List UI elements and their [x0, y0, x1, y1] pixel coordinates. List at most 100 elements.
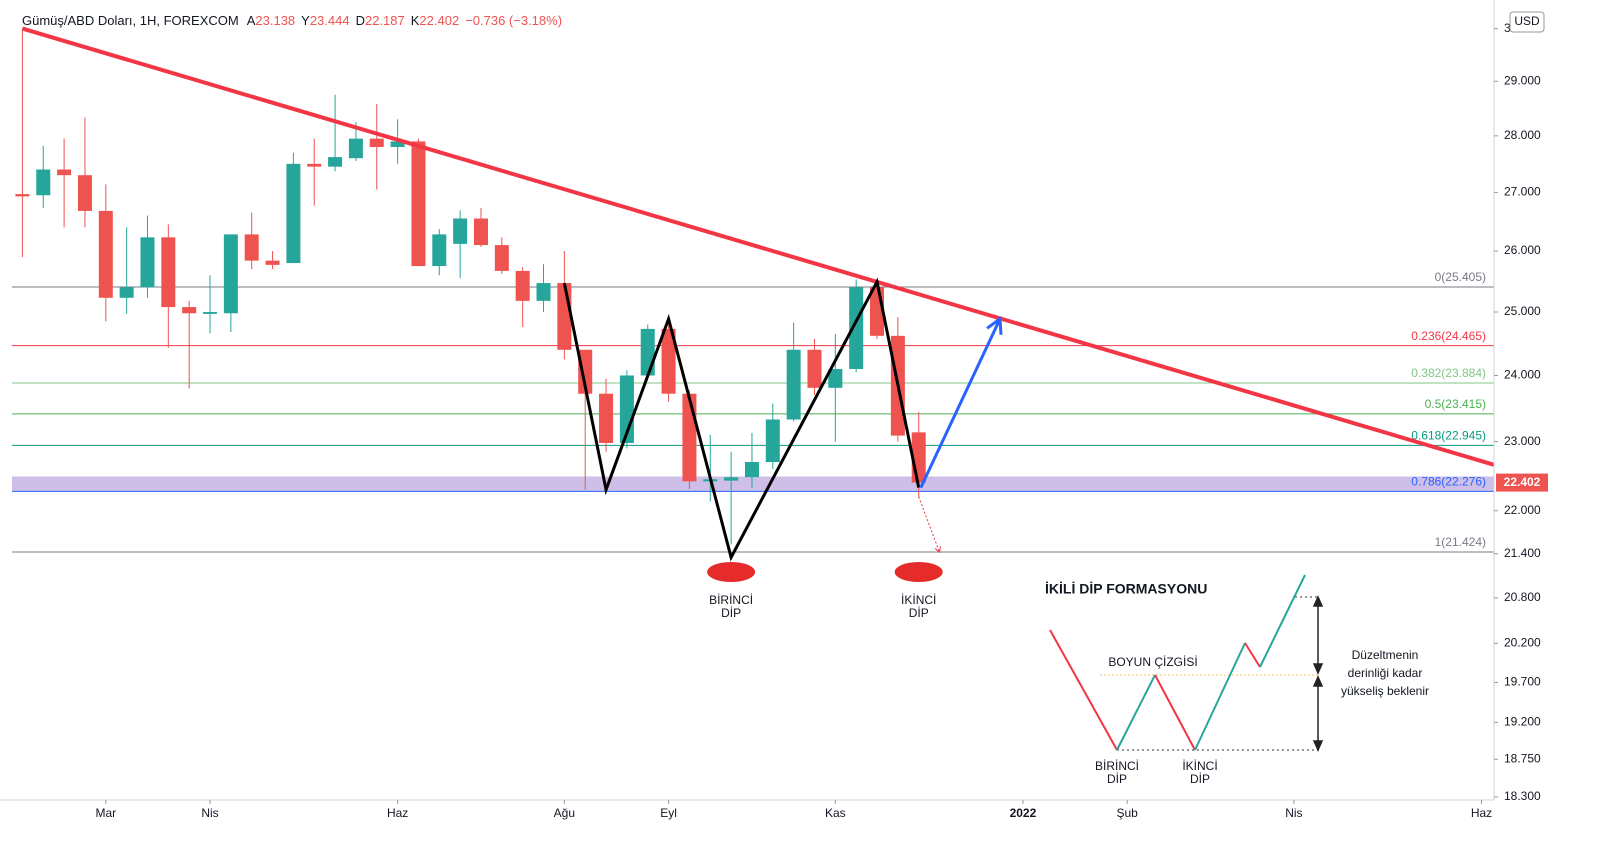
candle-body: [786, 349, 801, 420]
y-tick-label: 18.750: [1504, 751, 1541, 765]
y-tick-label: 29.000: [1504, 73, 1541, 87]
x-tick-label: Haz: [387, 806, 408, 820]
x-tick-label: Haz: [1471, 806, 1492, 820]
y-tick-label: 28.000: [1504, 128, 1541, 142]
fib-label: 0.382(23.884): [1411, 366, 1486, 380]
x-tick-label: Eyl: [660, 806, 677, 820]
ohlc-value: 22.402: [419, 13, 459, 28]
ohlc-key: Y: [301, 13, 310, 28]
price-badge: [1496, 473, 1548, 492]
arrow-head: [934, 546, 941, 554]
x-tick-label: Nis: [1285, 806, 1302, 820]
candle-body: [390, 141, 405, 147]
y-tick-label: 19.200: [1504, 715, 1541, 729]
change: −0.736 (−3.18%): [465, 13, 562, 28]
fib-label: 0.786(22.276): [1411, 475, 1486, 489]
candle-body: [286, 163, 301, 264]
breakdown-arrow: [918, 496, 941, 553]
double-bottom-line: [562, 277, 921, 562]
y-tick-label: 23.000: [1504, 434, 1541, 448]
x-tick-label: 2022: [1010, 806, 1037, 820]
candle-body: [807, 349, 822, 388]
inset-label: DİP: [1190, 772, 1210, 786]
candle-body: [57, 169, 72, 176]
candle-body: [77, 175, 92, 211]
candle-body: [473, 218, 488, 246]
candle-body: [640, 328, 655, 376]
inset-note: derinliği kadar: [1348, 666, 1423, 680]
candle-body: [494, 245, 509, 271]
candle-body: [682, 393, 697, 482]
inset-down: [1154, 674, 1196, 751]
y-tick-label: 19.700: [1504, 675, 1541, 689]
y-tick-label: 24.000: [1504, 368, 1541, 382]
bottom-label: DİP: [909, 606, 929, 620]
fib-label: 0.618(22.945): [1411, 429, 1486, 443]
candle-body: [765, 419, 780, 463]
inset-up: [1116, 674, 1156, 751]
x-tick-label: Nis: [201, 806, 218, 820]
candle-body: [348, 138, 363, 159]
ohlc-value: 23.138: [255, 13, 295, 28]
currency: USD: [1514, 14, 1540, 28]
x-tick-label: Mar: [95, 806, 116, 820]
price-badge-label: 22.402: [1504, 475, 1541, 489]
bottom-label: DİP: [721, 606, 741, 620]
pattern-inset: İKİLİ DİP FORMASYONU BOYUN ÇİZGİSİ BİRİN…: [1045, 574, 1429, 786]
candle-body: [453, 218, 468, 244]
y-tick-label: 22.000: [1504, 503, 1541, 517]
candle-body: [161, 237, 176, 308]
symbol-title: Gümüş/ABD Doları, 1H, FOREXCOM: [22, 13, 239, 28]
fib-label: 1(21.424): [1435, 535, 1486, 549]
measure-arrows: [1312, 595, 1324, 752]
candle-body: [599, 393, 614, 443]
bottom-marker: [707, 562, 756, 582]
inset-title: İKİLİ DİP FORMASYONU: [1045, 581, 1207, 597]
candle-body: [140, 237, 155, 288]
candle-body: [828, 369, 843, 388]
candle-body: [849, 287, 864, 370]
currency-box: [1509, 11, 1545, 33]
candle-body: [369, 138, 384, 147]
candle-body: [557, 283, 572, 350]
candle-body: [15, 194, 30, 197]
header: Gümüş/ABD Doları, 1H, FOREXCOM A23.138 Y23…: [22, 13, 562, 28]
y-tick-label: 25.000: [1504, 304, 1541, 318]
bottom-label: BİRİNCİ: [709, 593, 753, 607]
inset-label: DİP: [1107, 772, 1127, 786]
candle-body: [307, 163, 322, 167]
candle-body: [182, 307, 197, 314]
fib-label: 0(25.405): [1435, 270, 1486, 284]
ohlc-value: 22.187: [365, 13, 405, 28]
y-tick-label: 21.400: [1504, 546, 1541, 560]
candle-body: [328, 157, 343, 167]
candle-body: [203, 312, 218, 314]
bottom-marker: [894, 562, 943, 582]
candle-body: [411, 141, 426, 267]
candle-body: [98, 210, 113, 298]
x-tick-label: Kas: [825, 806, 846, 820]
inset-note: yükseliş beklenir: [1341, 684, 1429, 698]
y-tick-label: 20.200: [1504, 636, 1541, 650]
ohlc-key: A: [247, 13, 256, 28]
ohlc-value: 23.444: [310, 13, 350, 28]
fib-label: 0.236(24.465): [1411, 329, 1486, 343]
trendline: [21, 26, 1495, 467]
arrow-head: [986, 316, 1003, 335]
candle-body: [536, 283, 551, 301]
bottom-label: İKİNCİ: [901, 593, 936, 607]
y-tick-label: 18.300: [1504, 789, 1541, 803]
x-tick-label: Şub: [1116, 806, 1138, 820]
inset-up: [1194, 642, 1246, 751]
candle-body: [223, 234, 238, 314]
inset-down: [1049, 629, 1118, 751]
y-tick-label: 27.000: [1504, 185, 1541, 199]
candle-body: [265, 260, 280, 265]
support-zone: [12, 476, 1494, 492]
inset-label: BİRİNCİ: [1095, 759, 1139, 773]
candle-body: [244, 234, 259, 261]
candle-body: [515, 270, 530, 301]
x-tick-label: Ağu: [554, 806, 575, 820]
candle-body: [578, 349, 593, 394]
